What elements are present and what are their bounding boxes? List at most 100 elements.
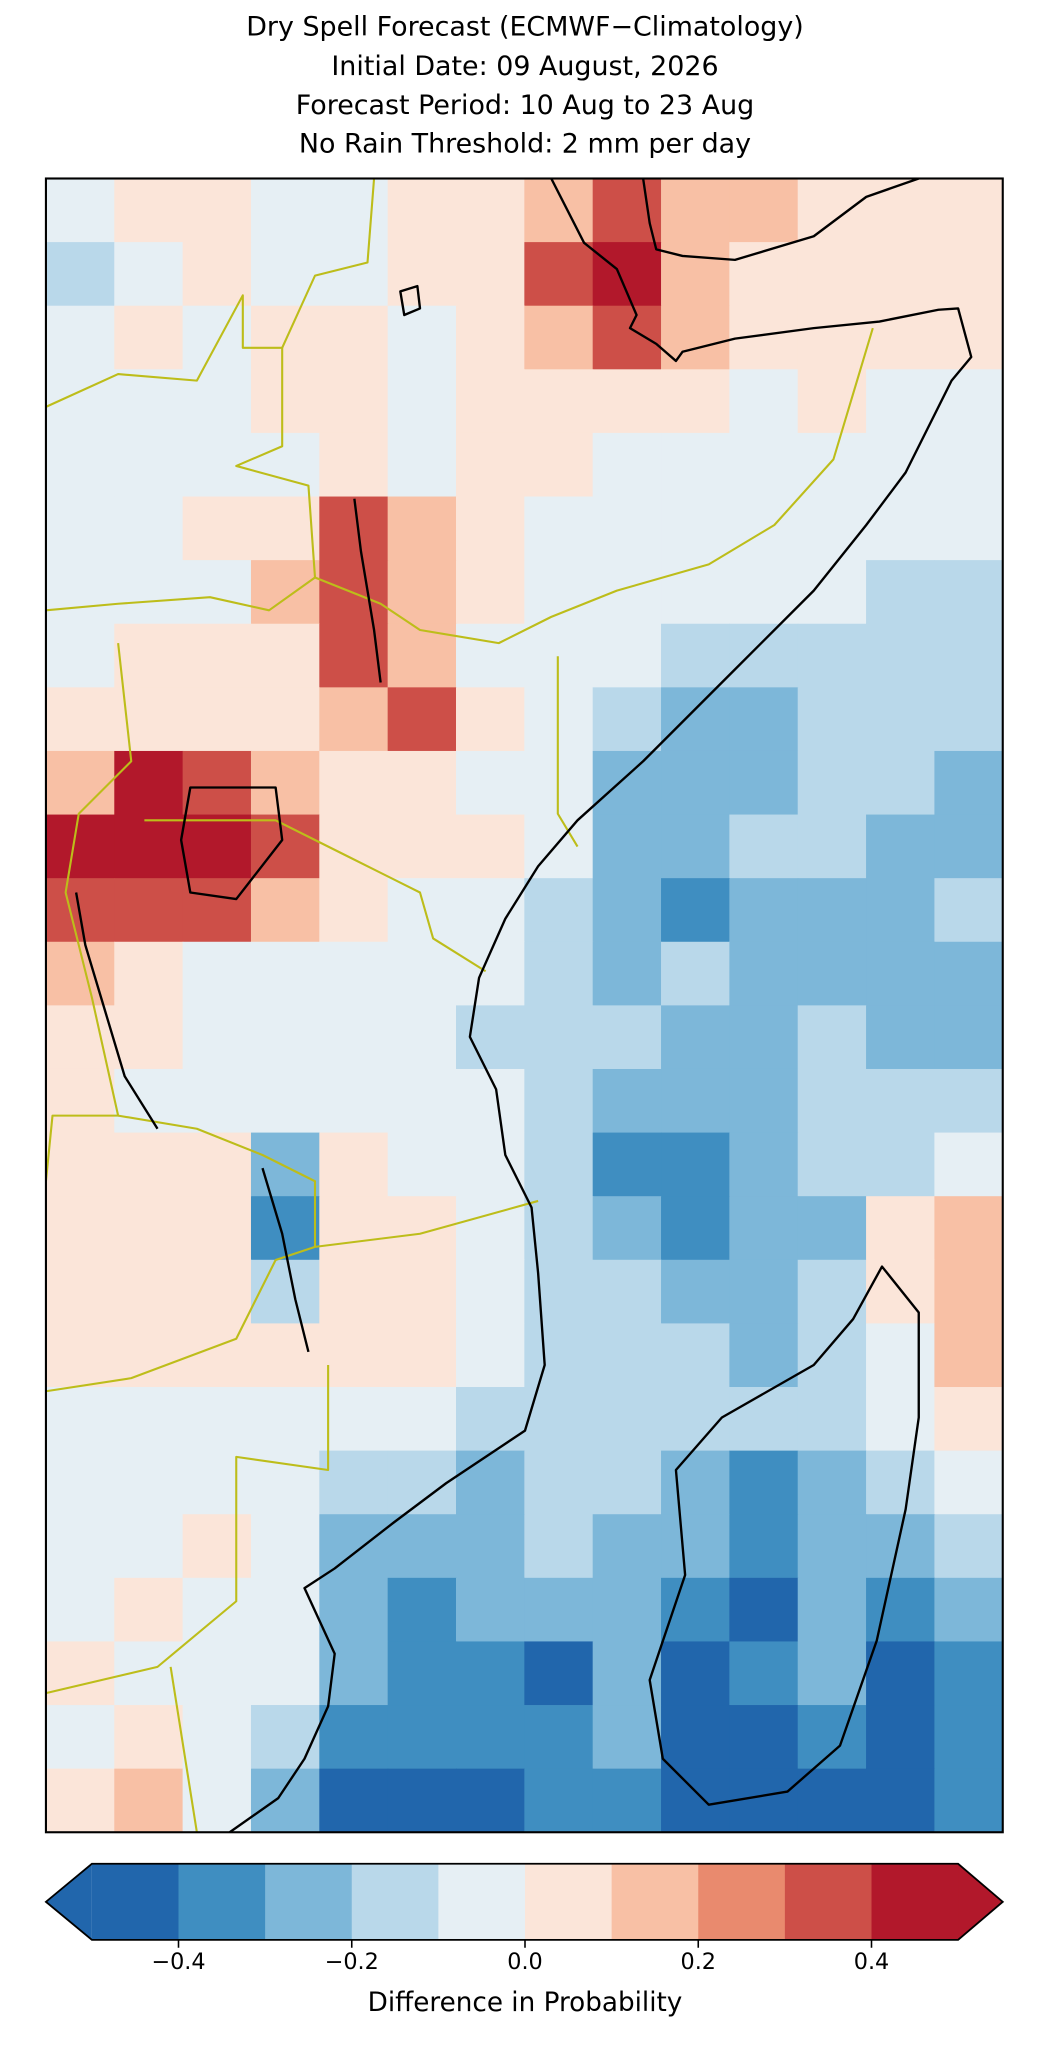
grid-cell [114, 178, 184, 243]
grid-cell [387, 1068, 457, 1134]
colorbar-tick-label: −0.2 [325, 1949, 379, 1975]
grid-cell [592, 878, 662, 943]
grid-cell [592, 1068, 662, 1134]
grid-cell [661, 1068, 731, 1134]
grid-cell [250, 1005, 320, 1070]
grid-cell [455, 1259, 525, 1325]
grid-cell [455, 1196, 525, 1261]
grid-cell [45, 750, 115, 816]
grid-cell [866, 1641, 936, 1706]
grid-cell [866, 178, 936, 243]
grid-cell [797, 178, 867, 243]
grid-cell [661, 1577, 731, 1643]
grid-cell [661, 1768, 731, 1833]
grid-cell [866, 1259, 936, 1325]
grid-cell [797, 1387, 867, 1452]
grid-cell [934, 623, 1004, 689]
grid-cell [319, 496, 389, 561]
grid-cell [524, 178, 594, 243]
grid-cell [729, 750, 799, 816]
grid-cell [866, 305, 936, 370]
grid-cell [934, 1259, 1004, 1325]
grid-cell [797, 1196, 867, 1261]
grid-cell [592, 1005, 662, 1070]
grid-cell [250, 1514, 320, 1579]
grid-cell [729, 878, 799, 943]
grid-cell [45, 1450, 115, 1515]
grid-cell [250, 242, 320, 307]
map-outlines [44, 177, 1004, 1834]
title-line: Forecast Period: 10 Aug to 23 Aug [296, 90, 754, 121]
grid-cell [387, 1259, 457, 1325]
grid-cell [387, 432, 457, 498]
border [117, 1114, 539, 1248]
grid-cell [592, 1768, 662, 1833]
grid-cell [45, 1641, 115, 1706]
grid-cell [934, 369, 1004, 434]
grid-cell [45, 814, 115, 879]
grid-cell [866, 623, 936, 689]
grid-cell [45, 432, 115, 498]
grid-cell [797, 1323, 867, 1388]
grid-cell [661, 369, 731, 434]
grid-cell [455, 560, 525, 625]
colorbar-bin [698, 1863, 786, 1940]
grid-cell [455, 1641, 525, 1706]
grid-cell [524, 1323, 594, 1388]
grid-cell [661, 560, 731, 625]
grid-cell [592, 1132, 662, 1197]
colorbar-tick-label: 0.0 [507, 1949, 542, 1975]
grid-cell [387, 1196, 457, 1261]
grid-cell [592, 178, 662, 243]
grid-cell [934, 1005, 1004, 1070]
grid-cell [319, 941, 389, 1007]
border [314, 327, 874, 645]
grid-cell [45, 1323, 115, 1388]
grid-cell [729, 1705, 799, 1770]
grid-cell [387, 560, 457, 625]
grid-cell [45, 1005, 115, 1070]
grid-cell [182, 1005, 252, 1070]
grid-cell [524, 369, 594, 434]
border [144, 819, 487, 973]
grid-cell [661, 1450, 731, 1515]
grid-cell [114, 560, 184, 625]
grid-cell [661, 1196, 731, 1261]
grid-cell [114, 1514, 184, 1579]
grid-cell [319, 1005, 389, 1070]
grid-cell [455, 1577, 525, 1643]
colorbar-extend [958, 1863, 1003, 1940]
grid-cell [934, 687, 1004, 752]
grid-cell [661, 687, 731, 752]
grid-cell [455, 432, 525, 498]
grid-cell [182, 242, 252, 307]
grid-cell [797, 1577, 867, 1643]
grid-cell [661, 1514, 731, 1579]
grid-cell [114, 305, 184, 370]
grid-cell [934, 560, 1004, 625]
grid-cell [45, 623, 115, 689]
grid-cell [250, 1768, 320, 1833]
grid-cell [729, 687, 799, 752]
colorbar-bin [351, 1863, 439, 1940]
grid-cell [319, 1514, 389, 1579]
grid-cell [797, 1005, 867, 1070]
grid-cell [250, 687, 320, 752]
grid-cell [182, 369, 252, 434]
grid-cell [114, 496, 184, 561]
grid-cell [524, 1068, 594, 1134]
grid-cell [729, 1514, 799, 1579]
grid-cell [114, 623, 184, 689]
grid-cell [319, 1132, 389, 1197]
grid-cell [45, 496, 115, 561]
grid-cell [114, 1196, 184, 1261]
grid-cell [661, 1132, 731, 1197]
grid-cell [729, 560, 799, 625]
grid-cell [455, 623, 525, 689]
grid-cell [592, 369, 662, 434]
grid-cell [182, 814, 252, 879]
grid-cell [661, 941, 731, 1007]
grid-cell [866, 369, 936, 434]
grid-cell [319, 687, 389, 752]
grid-cell [250, 1387, 320, 1452]
